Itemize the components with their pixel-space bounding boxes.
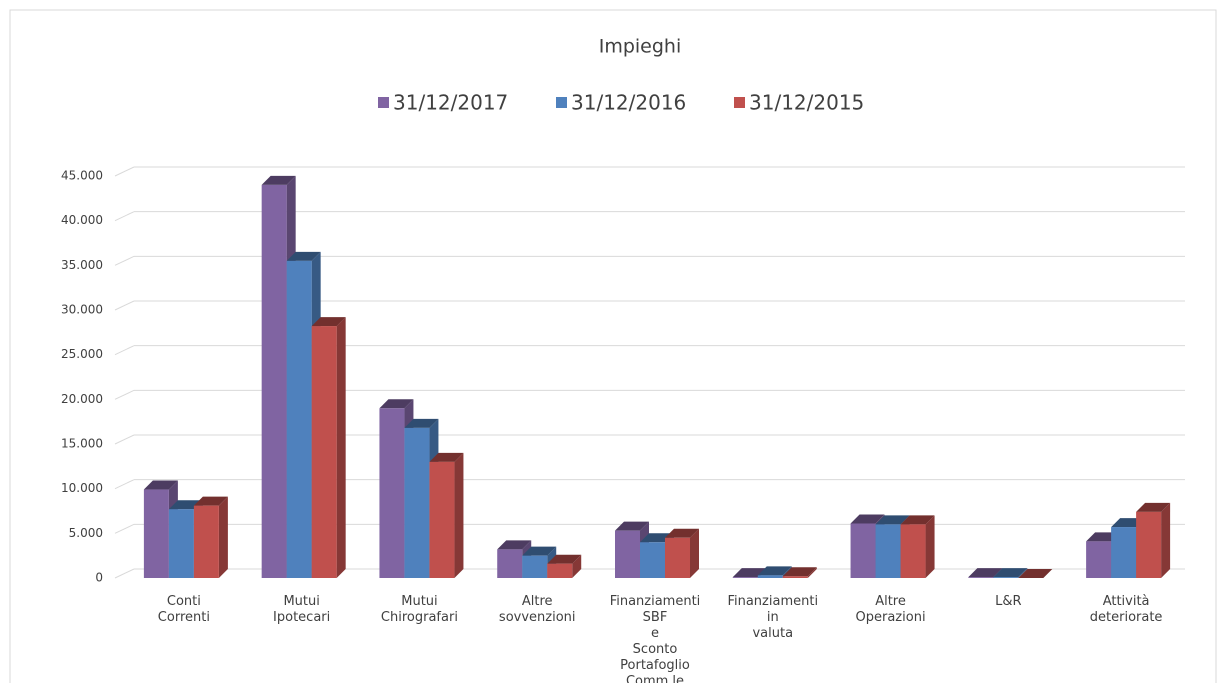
bar (1086, 541, 1112, 578)
grid-line (114, 300, 135, 311)
bar (782, 576, 808, 578)
bar-side (1161, 502, 1171, 578)
grid-line (114, 523, 135, 534)
legend-swatch (556, 97, 567, 108)
x-tick-label: L&R (995, 594, 1022, 609)
y-tick-label: 20.000 (61, 392, 103, 406)
bar (993, 577, 1019, 578)
bar (615, 530, 640, 578)
y-tick-label: 30.000 (61, 303, 103, 317)
grid-line (114, 568, 135, 579)
chart-frame (9, 9, 1217, 683)
bar-top (522, 546, 557, 556)
y-tick-label: 5.000 (69, 526, 103, 540)
x-tick-label: Altre sovvenzioni (498, 594, 576, 625)
y-tick-label: 40.000 (61, 213, 103, 227)
x-tick-label: Attività deteriorate (1089, 594, 1163, 625)
bar-top (782, 567, 817, 577)
bar-top (311, 317, 346, 327)
bar-side (454, 452, 464, 578)
bar (261, 184, 287, 578)
x-tick-label: Finanziamenti SBF e Sconto Portafoglio C… (609, 594, 701, 683)
legend-swatch (734, 97, 745, 108)
bar-top (665, 528, 699, 538)
bar (522, 555, 548, 578)
bar (1136, 511, 1162, 578)
bar-top (615, 521, 649, 531)
bar-top (547, 554, 582, 564)
bar-side (807, 567, 817, 578)
bar-top (900, 515, 935, 525)
bar-top (1018, 569, 1053, 578)
bar-top (429, 452, 464, 462)
bar (1111, 527, 1137, 578)
bar-side (690, 528, 699, 578)
bar-top (261, 175, 296, 185)
x-tick-label: Conti Correnti (157, 594, 210, 625)
grid-line (114, 255, 135, 266)
legend-label: 31/12/2015 (749, 91, 864, 115)
legend-swatch (378, 97, 389, 108)
bar (497, 549, 523, 578)
grid-line (114, 166, 135, 177)
bar (379, 408, 405, 578)
bar-top (193, 496, 228, 506)
grid-line (114, 434, 135, 445)
bar-top (875, 515, 910, 525)
x-tick-label: Mutui Ipotecari (273, 594, 331, 625)
y-tick-label: 15.000 (61, 437, 103, 451)
bar (665, 537, 690, 578)
bar-side (336, 317, 346, 578)
bar (429, 461, 455, 578)
bar (875, 524, 901, 578)
bar-top (379, 399, 414, 409)
bar (193, 505, 219, 578)
x-tick-label: Mutui Chirografari (380, 594, 458, 625)
bar-top (968, 568, 1003, 578)
bar (900, 524, 926, 578)
bar (968, 577, 994, 578)
bar-top (286, 251, 321, 261)
grid-line (114, 345, 135, 356)
bar-side (1018, 568, 1028, 578)
bar (757, 575, 783, 578)
bar-top (1136, 502, 1171, 512)
legend-label: 31/12/2017 (393, 91, 508, 115)
bar-top (993, 568, 1028, 578)
bar (286, 260, 312, 578)
bar-top (757, 566, 792, 576)
x-tick-label: Finanziamenti in valuta (727, 594, 819, 641)
bar (404, 427, 430, 578)
bar-top (143, 480, 178, 490)
bar-top (404, 418, 439, 428)
bar (311, 326, 337, 578)
chart-title: Impieghi (599, 36, 682, 58)
bar-side (218, 496, 228, 578)
grid-line (114, 389, 135, 400)
grid-line (114, 211, 135, 222)
bar-top (850, 514, 885, 524)
y-tick-label: 25.000 (61, 347, 103, 361)
legend-label: 31/12/2016 (571, 91, 686, 115)
bar (732, 577, 758, 578)
y-tick-label: 35.000 (61, 258, 103, 272)
y-tick-label: 0 (95, 571, 103, 585)
bar-side (572, 554, 582, 578)
bar-side (925, 515, 935, 578)
y-tick-label: 10.000 (61, 481, 103, 495)
y-tick-label: 45.000 (61, 169, 103, 183)
grid-line (114, 479, 135, 490)
bar (168, 509, 194, 578)
bar (640, 542, 665, 578)
x-tick-label: Altre Operazioni (855, 594, 926, 625)
bar-top (497, 540, 532, 550)
bar (850, 523, 876, 578)
bar (547, 563, 573, 578)
bar (143, 489, 169, 578)
